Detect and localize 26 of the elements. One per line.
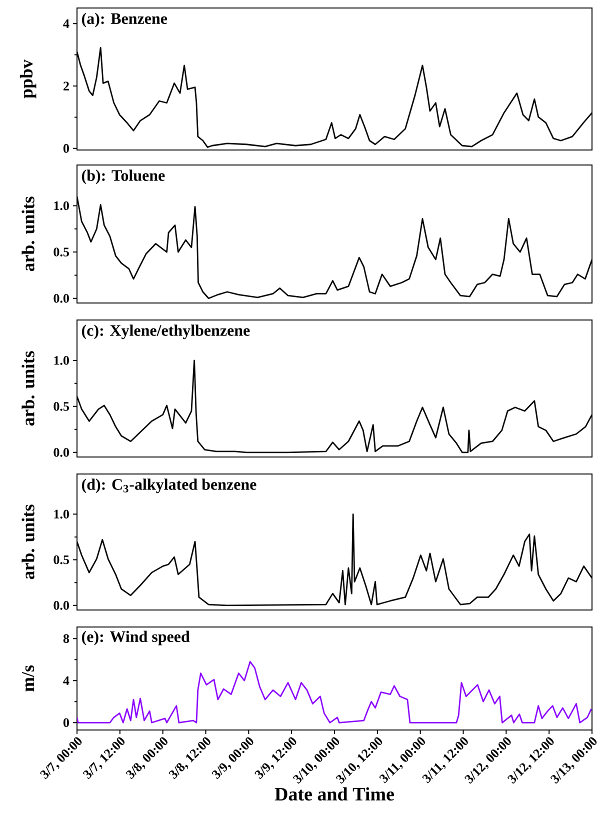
chart-title: (c): Xylene/ethylbenzene (82, 324, 250, 340)
y-axis-title: ppbv (20, 59, 36, 98)
y-tick-label: 0.0 (54, 294, 70, 303)
chart-title: (a): Benzene (82, 12, 168, 28)
y-tick-label: 0 (64, 144, 70, 153)
y-tick-label: 0.5 (54, 402, 70, 411)
y-tick-label: 4 (63, 19, 70, 28)
y-tick-label: 2 (64, 82, 69, 90)
y-tick-label: 0.0 (54, 601, 70, 610)
y-tick-label: 8 (63, 634, 70, 643)
chart-title: (b): Toluene (82, 170, 165, 184)
y-tick-label: 0.5 (54, 555, 70, 564)
y-tick-label: 0.5 (54, 248, 70, 256)
chart-title: (d): C$_{3}$-alkylated benzene (82, 478, 256, 494)
y-tick-label: 1.0 (54, 201, 70, 210)
x-axis-title: Date and Time (274, 787, 394, 801)
y-axis-title: arb. units (22, 351, 34, 426)
y-tick-label: 1.0 (54, 356, 70, 365)
chart-title: (e): Wind speed (82, 630, 190, 646)
y-axis-title: m/s (22, 665, 34, 692)
y-tick-label: 0.0 (54, 448, 70, 457)
y-axis-title: arb. units (22, 196, 34, 272)
y-tick-label: 1.0 (54, 510, 70, 519)
y-axis-title: arb. units (22, 504, 34, 580)
y-tick-label: 0 (64, 718, 70, 728)
y-tick-label: 4 (63, 676, 70, 685)
